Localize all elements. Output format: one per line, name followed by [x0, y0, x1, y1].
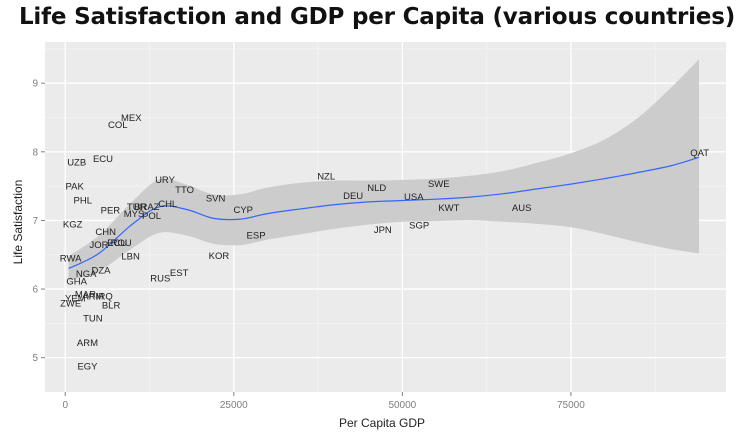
point-label-pak: PAK: [66, 182, 85, 193]
point-label-ury: URY: [155, 175, 176, 186]
point-label-blr: BLR: [102, 300, 121, 311]
point-label-svn: SVN: [206, 193, 226, 204]
point-label-pol: POL: [142, 211, 161, 222]
point-label-cyp: CYP: [233, 205, 253, 216]
point-label-irq: IRQ: [96, 291, 113, 302]
point-label-phl: PHL: [74, 195, 92, 206]
point-label-mys: MYS: [124, 209, 145, 220]
point-label-zwe: ZWE: [60, 298, 81, 309]
point-label-arm: ARM: [82, 291, 103, 302]
y-axis-title: Life Satisfaction: [11, 180, 25, 265]
point-label-nga: NGA: [76, 269, 97, 280]
point-label-nzl: NZL: [317, 171, 335, 182]
point-label-lbn: LBN: [121, 252, 140, 263]
x-tick-label: 25000: [220, 400, 248, 411]
point-label-braz: BRAZ: [134, 202, 160, 213]
point-label-per: PER: [101, 206, 121, 217]
point-label-tur: TUR: [127, 202, 147, 213]
point-label-ecu: ECU: [93, 154, 113, 165]
point-label-qat: QAT: [690, 148, 709, 159]
point-label-deu: DEU: [343, 191, 363, 202]
point-label-est: EST: [170, 268, 189, 279]
point-label-tun: TUN: [83, 313, 103, 324]
confidence-ribbon: [68, 59, 700, 281]
point-label-sgp: SGP: [409, 221, 429, 232]
point-label-col: COL: [108, 120, 128, 131]
point-label-arm: ARM: [77, 338, 98, 349]
x-axis-title: Per Capita GDP: [339, 416, 425, 430]
point-label-rus: RUS: [150, 274, 170, 285]
point-label-chn: CHN: [95, 227, 116, 238]
point-label-yem: YEM: [65, 293, 86, 304]
chart-title: Life Satisfaction and GDP per Capita (va…: [18, 4, 736, 30]
point-label-mex: MEX: [121, 113, 142, 124]
point-label-gha: GHA: [66, 276, 87, 287]
point-label-aus: AUS: [512, 203, 532, 214]
point-label-swe: SWE: [428, 179, 450, 190]
x-tick-label: 75000: [557, 400, 585, 411]
point-label-jor: JOR: [89, 240, 108, 251]
y-tick-label: 7: [32, 216, 38, 227]
point-label-uzb: UZB: [67, 158, 86, 169]
point-label-jpn: JPN: [374, 225, 392, 236]
y-tick-label: 9: [32, 79, 38, 90]
point-label-ecu: ECU: [107, 238, 127, 249]
point-label-dza: DZA: [91, 265, 111, 276]
smooth-trend-line: [68, 156, 700, 270]
point-label-egy: EGY: [77, 361, 98, 372]
point-label-kwt: KWT: [438, 203, 459, 214]
point-label-kgz: KGZ: [63, 219, 83, 230]
y-tick-label: 6: [32, 285, 38, 296]
point-label-rou: ROU: [111, 238, 132, 249]
x-tick-label: 0: [62, 400, 68, 411]
point-label-mar: MAR: [75, 289, 96, 300]
point-label-usa: USA: [404, 192, 424, 203]
y-tick-label: 5: [32, 353, 38, 364]
point-label-rwa: RWA: [60, 254, 82, 265]
point-label-nld: NLD: [367, 183, 386, 194]
point-label-chl: CHL: [158, 199, 177, 210]
x-tick-label: 50000: [388, 400, 416, 411]
y-tick-label: 8: [32, 147, 38, 158]
point-label-tto: TTO: [175, 185, 194, 196]
point-label-esp: ESP: [247, 230, 266, 241]
point-label-kor: KOR: [209, 251, 230, 262]
